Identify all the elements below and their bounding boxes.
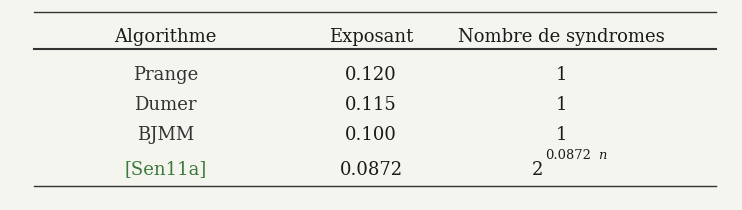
Text: 0.0872: 0.0872 — [545, 148, 591, 161]
Text: [Sen11a]: [Sen11a] — [125, 160, 207, 178]
Text: Algorithme: Algorithme — [114, 28, 217, 46]
Text: 0.120: 0.120 — [345, 66, 397, 84]
Text: Prange: Prange — [133, 66, 198, 84]
Text: BJMM: BJMM — [137, 126, 194, 144]
Text: 1: 1 — [556, 66, 568, 84]
Text: Nombre de syndromes: Nombre de syndromes — [459, 28, 665, 46]
Text: Dumer: Dumer — [134, 96, 197, 114]
Text: 1: 1 — [556, 96, 568, 114]
Text: 0.100: 0.100 — [345, 126, 397, 144]
Text: 2: 2 — [532, 160, 543, 178]
Text: n: n — [598, 148, 606, 161]
Text: 0.0872: 0.0872 — [339, 160, 403, 178]
Text: Exposant: Exposant — [329, 28, 413, 46]
Text: 1: 1 — [556, 126, 568, 144]
Text: 0.115: 0.115 — [345, 96, 397, 114]
